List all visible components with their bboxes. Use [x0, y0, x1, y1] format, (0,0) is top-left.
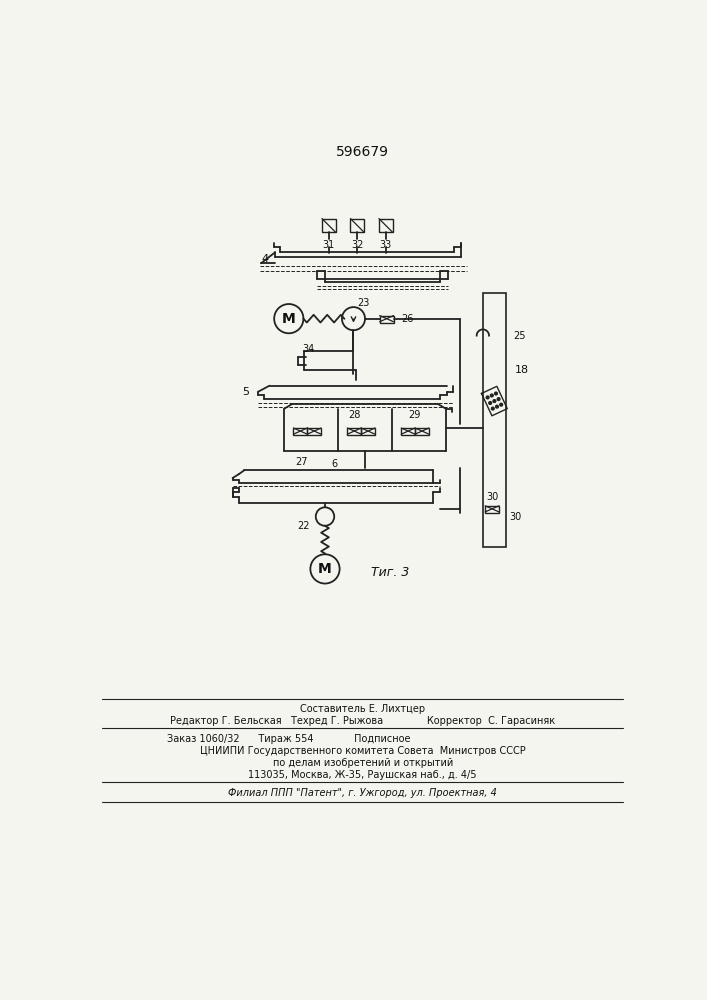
- Text: 30: 30: [486, 492, 498, 502]
- Text: Филиал ППП "Патент", г. Ужгород, ул. Проектная, 4: Филиал ППП "Патент", г. Ужгород, ул. Про…: [228, 788, 497, 798]
- Text: M: M: [282, 312, 296, 326]
- Text: по делам изобретений и открытий: по делам изобретений и открытий: [273, 758, 453, 768]
- Text: 34: 34: [302, 344, 314, 354]
- Text: Составитель Е. Лихтцер: Составитель Е. Лихтцер: [300, 704, 426, 714]
- Bar: [379, 219, 393, 232]
- Text: 31: 31: [322, 240, 335, 250]
- Circle shape: [491, 394, 493, 397]
- Text: Τиг. 3: Τиг. 3: [371, 566, 409, 579]
- Bar: [380, 316, 394, 323]
- Text: Заказ 1060/32      Тираж 554             Подписное: Заказ 1060/32 Тираж 554 Подписное: [167, 734, 411, 744]
- Circle shape: [495, 392, 497, 395]
- Circle shape: [274, 304, 303, 333]
- Text: 5: 5: [242, 387, 249, 397]
- Bar: [347, 428, 361, 435]
- Text: 18: 18: [515, 365, 530, 375]
- Text: 6: 6: [331, 459, 337, 469]
- Text: 32: 32: [351, 240, 363, 250]
- Text: 33: 33: [380, 240, 392, 250]
- Bar: [361, 428, 375, 435]
- Text: ЦНИИПИ Государственного комитета Совета  Министров СССР: ЦНИИПИ Государственного комитета Совета …: [200, 746, 525, 756]
- Circle shape: [489, 402, 491, 404]
- Bar: [415, 428, 429, 435]
- Circle shape: [493, 400, 496, 402]
- Bar: [351, 219, 364, 232]
- Bar: [402, 428, 415, 435]
- Text: Редактор Г. Бельская   Техред Г. Рыжова              Корректор  С. Гарасиняк: Редактор Г. Бельская Техред Г. Рыжова Ко…: [170, 716, 555, 726]
- Text: 113035, Москва, Ж-35, Раушская наб., д. 4/5: 113035, Москва, Ж-35, Раушская наб., д. …: [248, 770, 477, 780]
- Circle shape: [310, 554, 339, 584]
- Circle shape: [342, 307, 365, 330]
- Circle shape: [500, 403, 503, 406]
- Circle shape: [491, 407, 494, 410]
- Bar: [483, 293, 506, 547]
- Text: 28: 28: [348, 410, 361, 420]
- Text: 596679: 596679: [337, 145, 390, 159]
- Circle shape: [316, 507, 334, 526]
- Bar: [308, 428, 321, 435]
- Text: 4: 4: [262, 254, 269, 264]
- Text: 30: 30: [510, 512, 522, 522]
- Bar: [322, 219, 336, 232]
- Circle shape: [496, 405, 498, 408]
- Text: M: M: [318, 562, 332, 576]
- Text: 22: 22: [297, 521, 310, 531]
- Text: 29: 29: [408, 410, 421, 420]
- Bar: [485, 506, 499, 513]
- Text: 27: 27: [296, 457, 308, 467]
- Text: 26: 26: [401, 314, 414, 324]
- Text: 25: 25: [514, 331, 526, 341]
- Circle shape: [486, 396, 489, 399]
- Circle shape: [497, 398, 500, 400]
- Bar: [293, 428, 308, 435]
- Text: 23: 23: [357, 298, 370, 308]
